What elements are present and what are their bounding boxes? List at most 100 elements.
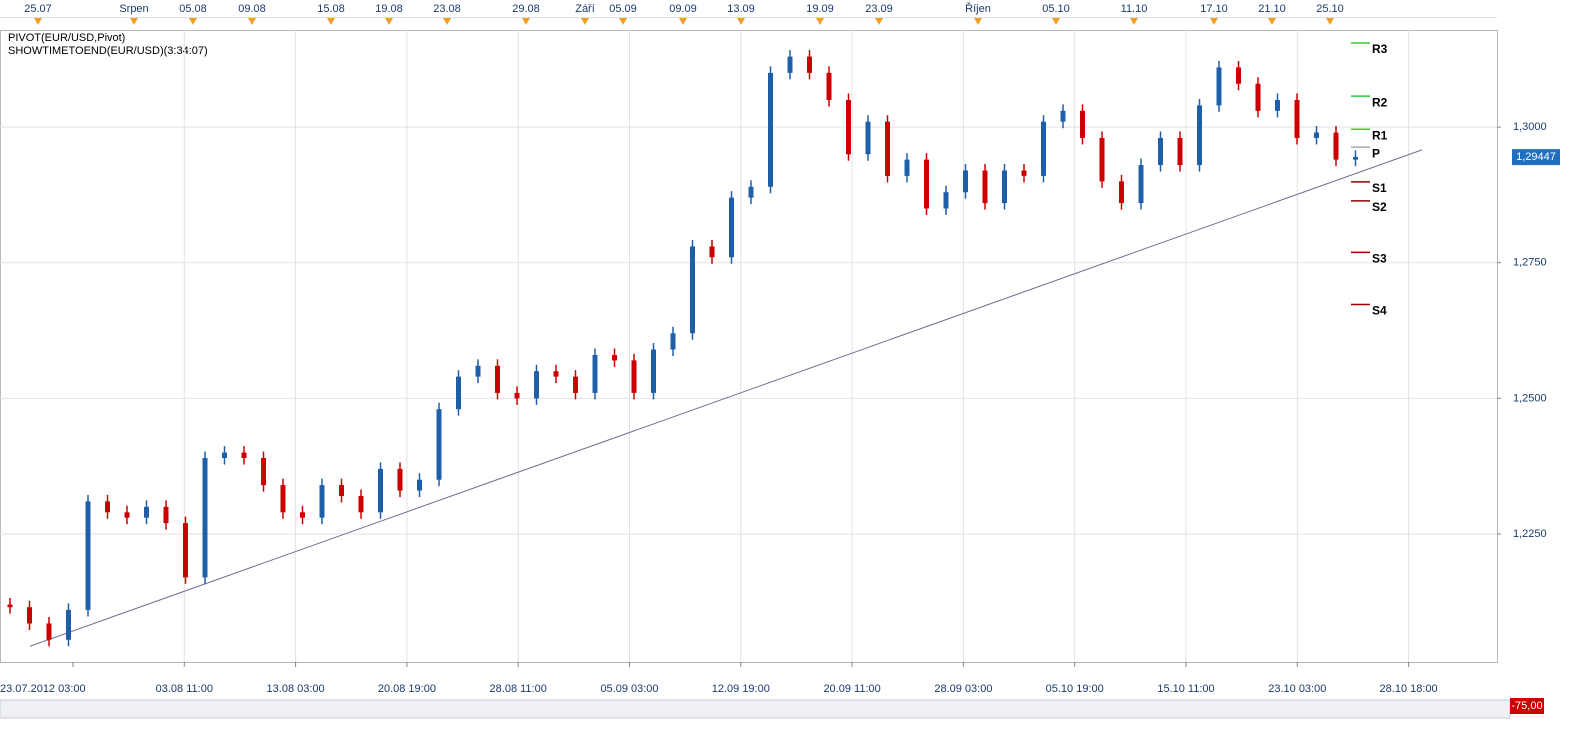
event-marker (974, 18, 982, 25)
top-time-label: 19.09 (806, 3, 834, 15)
candle-body (1294, 99, 1300, 138)
candle-body (826, 72, 832, 100)
event-marker (385, 18, 393, 25)
top-time-label: 05.09 (609, 3, 637, 15)
event-marker (1210, 18, 1218, 25)
candle-body (495, 365, 500, 393)
y-tick-label: 1,3000 (1513, 121, 1547, 133)
x-tick-label: 20.08 19:00 (378, 683, 436, 695)
candle-body (124, 512, 130, 518)
top-time-label: 21.10 (1258, 3, 1286, 15)
event-marker (581, 18, 589, 25)
candle-body (358, 495, 364, 513)
candle-body (222, 452, 227, 459)
candle-body (1275, 99, 1280, 111)
x-tick-label: 13.08 03:00 (267, 683, 325, 695)
pivot-label: S4 (1372, 304, 1387, 318)
top-time-label: 15.08 (317, 3, 345, 15)
x-tick-label: 28.10 18:00 (1380, 683, 1438, 695)
candle-body (1099, 137, 1105, 182)
x-tick-label: 23.07.2012 03:00 (0, 683, 86, 695)
x-tick-label: 05.09 03:00 (600, 683, 658, 695)
candle-body (865, 121, 871, 155)
top-time-label: 05.10 (1042, 3, 1070, 15)
last-price-box (1512, 149, 1560, 166)
candle-body (943, 192, 949, 209)
candle-body (846, 99, 851, 155)
event-marker (875, 18, 883, 25)
candle-body (456, 376, 461, 410)
last-price-label: 1,29447 (1516, 151, 1556, 163)
candle-body (280, 485, 286, 513)
candle-body (1021, 170, 1027, 176)
candle-body (1080, 110, 1085, 138)
candle-body (534, 371, 539, 399)
x-tick-label: 28.08 11:00 (490, 683, 547, 695)
event-marker (619, 18, 627, 25)
event-marker (34, 18, 42, 25)
footer-value: -75,00 (1511, 700, 1542, 712)
candle-body (553, 371, 559, 377)
pivot-label: S1 (1372, 181, 1387, 195)
candle-body (514, 392, 520, 399)
event-marker (1052, 18, 1060, 25)
candle-body (631, 360, 637, 393)
x-tick-label: 12.09 19:00 (712, 683, 770, 695)
candle-body (183, 523, 188, 578)
candle-body (1060, 110, 1066, 122)
event-marker (522, 18, 530, 25)
candle-body (339, 485, 344, 496)
candle-body (807, 56, 812, 73)
x-tick-label: 20.09 11:00 (823, 683, 880, 695)
candle-body (787, 56, 793, 73)
candle-body (1158, 137, 1163, 166)
candle-body (475, 365, 481, 377)
x-tick-label: 15.10 11:00 (1157, 683, 1214, 695)
top-time-label: Září (575, 3, 595, 15)
y-tick-label: 1,2250 (1513, 528, 1547, 540)
pivot-label: S2 (1372, 200, 1387, 214)
top-time-label: 25.10 (1316, 3, 1344, 15)
candle-body (1314, 132, 1319, 138)
candle-body (1138, 165, 1144, 204)
candle-body (670, 333, 676, 350)
candle-body (709, 246, 715, 258)
top-time-label: 17.10 (1200, 3, 1228, 15)
top-time-label: 25.07 (24, 3, 52, 15)
pivot-label: S3 (1372, 252, 1387, 266)
plot-frame (0, 30, 1498, 663)
candle-body (1216, 67, 1222, 106)
top-time-label: 13.09 (727, 3, 755, 15)
pivot-label: P (1372, 146, 1380, 160)
candle-body (1353, 156, 1358, 160)
candle-body (768, 72, 773, 187)
candle-body (1177, 137, 1183, 166)
candle-body (144, 506, 149, 518)
top-time-label: 29.08 (512, 3, 540, 15)
candle-body (592, 354, 598, 393)
candle-body (417, 479, 422, 491)
indicator-label: SHOWTIMETOEND(EUR/USD)(3:34:07) (8, 45, 208, 57)
candle-body (163, 506, 169, 524)
candle-body (300, 512, 305, 518)
candle-body (1119, 181, 1124, 204)
candle-body (651, 349, 656, 393)
candle-body (573, 376, 578, 393)
event-marker (1268, 18, 1276, 25)
scroll-bar[interactable] (0, 699, 1511, 719)
candle-body (85, 501, 91, 610)
candle-body (319, 485, 325, 518)
candle-body (963, 170, 968, 193)
pivot-label: R3 (1372, 42, 1388, 56)
candle-body (27, 607, 32, 624)
candle-body (1002, 170, 1007, 204)
event-marker (327, 18, 335, 25)
candle-body (1333, 132, 1339, 160)
candle-body (1197, 105, 1202, 166)
candle-body (904, 159, 910, 176)
time-bar (0, 0, 1594, 30)
top-time-label: 05.08 (179, 3, 207, 15)
candle-body (1236, 67, 1241, 84)
